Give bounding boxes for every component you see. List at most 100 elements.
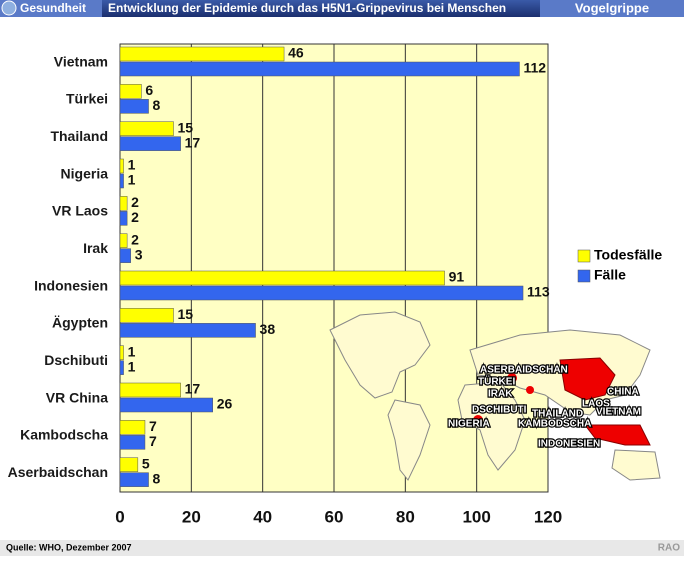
value-label: 113 [527,284,550,300]
credit: RAO [658,543,680,554]
bar [119,196,128,211]
bar [119,397,213,413]
y-tick-label: Dschibuti [44,352,108,368]
x-tick-label: 0 [115,507,124,526]
map-turkey [507,373,517,383]
x-tick-label: 100 [462,507,490,526]
map-australia [611,449,661,481]
x-tick-label: 80 [396,507,415,526]
legend-label: Todesfälle [594,247,662,263]
bar [119,323,256,338]
value-label: 6 [145,82,153,98]
y-tick-label: VR Laos [52,203,108,219]
section-tab [0,0,102,17]
map-label: IRAK [488,389,513,400]
bar [119,420,146,435]
bar [119,435,146,450]
value-label: 46 [288,45,304,61]
x-tick-label: 20 [182,507,201,526]
topic: Vogelgrippe [575,0,649,15]
bar [119,61,520,77]
value-label: 7 [149,418,157,434]
bar [119,285,524,301]
bar [119,382,181,398]
y-tick-label: Vietnam [54,53,108,69]
value-label: 112 [523,60,546,76]
value-label: 38 [260,321,276,337]
bar [119,99,149,114]
map-label: NIGERIA [448,419,490,430]
map-label: CHINA [607,387,639,398]
value-label: 2 [131,231,139,247]
bar [119,308,174,323]
value-label: 26 [217,396,233,412]
map-china [559,357,616,401]
y-tick-label: Thailand [50,128,108,144]
map-label: ASERBAIDSCHAN [480,365,568,376]
topic-tab [540,0,684,17]
value-label: 8 [153,97,161,113]
y-tick-label: VR China [46,389,108,405]
bar [119,248,131,263]
y-tick-label: Aserbaidschan [8,464,108,480]
value-label: 15 [178,119,194,135]
bar [119,233,128,248]
globe-icon [1,0,17,16]
map-indonesia [583,424,651,446]
bar [119,345,124,360]
y-tick-label: Irak [83,240,108,256]
bar [119,84,142,99]
footer-bar [0,540,684,556]
bar [119,158,124,174]
bar [119,472,149,487]
y-tick-label: Ägypten [52,315,108,331]
bar [119,173,124,189]
bar [119,457,139,472]
legend-label: Fälle [594,267,626,283]
value-label: 5 [142,455,150,471]
y-tick-label: Nigeria [61,165,109,181]
y-tick-label: Indonesien [34,277,108,293]
bar [119,211,128,226]
section: Gesundheit [20,1,86,15]
map-label: DSCHIBUTI [472,405,527,416]
map-south-america [387,399,431,481]
chart-title: Entwicklung der Epidemie durch das H5N1-… [108,1,506,15]
value-label: 1 [128,343,136,359]
map-label: LAOS [582,399,610,410]
value-label: 1 [128,157,136,173]
map-iraq [526,386,534,394]
y-tick-label: Türkei [66,91,108,107]
source: Quelle: WHO, Dezember 2007 [6,542,132,552]
map-north-america [329,311,431,399]
map-label: VIETNAM [596,407,641,418]
value-label: 1 [128,172,136,188]
value-label: 17 [185,381,201,397]
header-bar [0,0,684,17]
value-label: 1 [128,358,136,374]
bar [119,121,174,136]
value-label: 7 [149,433,157,449]
value-label: 91 [449,269,465,285]
y-tick-label: Kambodscha [20,427,108,443]
map-nigeria [473,415,483,425]
map-africa [457,381,526,471]
map-label: TÜRKEI [478,375,515,388]
map-label: THAILAND [532,409,583,420]
value-label: 17 [185,134,201,150]
bar [119,136,181,151]
bar [119,270,445,286]
x-tick-label: 120 [534,507,562,526]
x-tick-label: 60 [325,507,344,526]
value-label: 8 [153,470,161,486]
map-label: KAMBODSCHA [518,419,591,430]
value-label: 3 [135,246,143,262]
bar [119,360,124,375]
x-tick-label: 40 [253,507,272,526]
value-label: 15 [178,306,194,322]
value-label: 2 [131,209,139,225]
value-label: 2 [131,194,139,210]
legend-swatch [577,269,591,283]
